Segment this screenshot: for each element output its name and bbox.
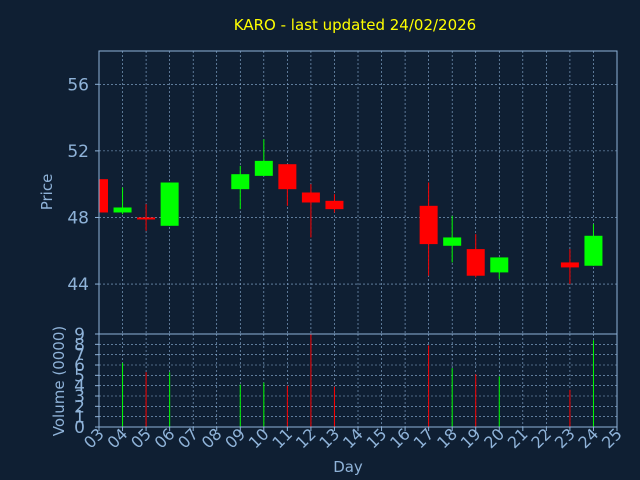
volume-gridlines: [99, 334, 617, 427]
volume-tick-label: 3: [74, 387, 85, 407]
candle-body: [254, 160, 273, 176]
candle-body: [584, 235, 603, 266]
x-tick-label: 25: [598, 424, 626, 452]
volume-tick-label: 6: [74, 356, 85, 376]
candle-17: [419, 182, 438, 276]
candle-24: [584, 224, 603, 266]
candle-05: [137, 204, 156, 231]
candle-body: [160, 182, 179, 226]
candle-19: [466, 234, 485, 278]
candle-body: [560, 262, 579, 268]
volume-bars-group: [122, 334, 594, 427]
volume-tick-label: 9: [74, 325, 85, 345]
price-tick-label: 56: [67, 75, 89, 95]
candle-11: [278, 164, 297, 206]
chart-title: KARO - last updated 24/02/2026: [234, 16, 476, 34]
candle-body: [137, 217, 156, 220]
candle-body: [113, 207, 132, 213]
volume-tick-label: 7: [74, 346, 85, 366]
price-tick-labels: 44 48 52 56: [67, 75, 99, 295]
volume-tick-label: 1: [74, 408, 85, 428]
candle-10: [254, 139, 273, 176]
candle-body: [490, 257, 509, 273]
candle-12: [301, 184, 320, 238]
volume-tick-label: 8: [74, 335, 85, 355]
candle-body: [419, 205, 438, 245]
candle-body: [278, 164, 297, 190]
candle-04: [113, 187, 132, 215]
candle-20: [490, 257, 509, 280]
candle-23: [560, 249, 579, 285]
volume-tick-label: 4: [74, 377, 85, 397]
volume-tick-label: 0: [74, 418, 85, 438]
candle-body: [301, 192, 320, 203]
price-tick-label: 52: [67, 142, 89, 162]
candles-group: [98, 139, 603, 285]
x-tick-labels: 0304050607080910111213141516171819202122…: [80, 424, 626, 452]
candle-03: [98, 179, 108, 213]
volume-tick-label: 5: [74, 366, 85, 386]
price-tick-label: 44: [67, 275, 89, 295]
candle-body: [99, 179, 108, 213]
candle-body: [466, 249, 485, 276]
candle-13: [325, 194, 344, 213]
candle-06: [160, 182, 179, 226]
price-axis-label: Price: [38, 174, 56, 211]
x-axis-label: Day: [333, 458, 363, 476]
candle-body: [231, 174, 250, 190]
volume-axis-label: Volume (0000): [50, 326, 68, 436]
candle-09: [231, 165, 250, 210]
candle-body: [443, 237, 462, 246]
volume-tick-label: 2: [74, 397, 85, 417]
candle-body: [325, 200, 344, 210]
price-tick-label: 48: [67, 208, 89, 228]
candle-18: [443, 215, 462, 263]
